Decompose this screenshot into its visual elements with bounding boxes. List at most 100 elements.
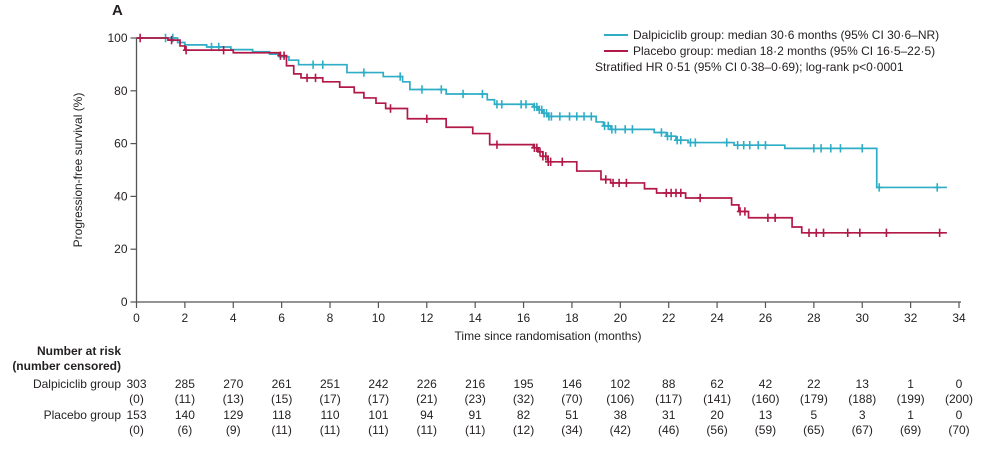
panel-label: A [112,2,123,19]
risk-value: 0 [955,377,963,391]
risk-value: 285 [174,377,195,391]
censored-value: (15) [270,392,293,406]
x-axis-title: Time since randomisation (months) [454,329,642,343]
censored-value: (11) [271,423,292,437]
censored-value: (32) [512,392,535,406]
stratified-hr-note: Stratified HR 0·51 (95% CI 0·38–0·69); l… [595,60,904,74]
censored-value: (69) [899,423,922,437]
censored-value: (67) [851,423,873,437]
censored-value: (141) [703,392,732,406]
risk-value: 22 [807,377,821,391]
censored-value: (59) [754,423,777,437]
y-tick-label: 20 [114,242,128,256]
risk-value: 13 [758,408,773,422]
placebo-line-swatch-icon [604,50,628,52]
censored-value: (17) [319,392,341,406]
curve-placebo [136,37,947,234]
axes [135,38,961,303]
y-tick-label: 0 [121,295,128,309]
risk-row-label-placebo: Placebo group [43,408,121,422]
risk-value: 0 [955,408,963,422]
censored-value: (70) [948,423,970,437]
risk-value: 110 [320,408,340,422]
censored-value: (106) [606,392,635,406]
risk-value: 261 [271,377,292,391]
risk-value: 38 [613,408,627,422]
legend-entry-label: Dalpiciclib group: median 30·6 months (9… [633,28,940,42]
censored-value: (23) [464,392,486,406]
risk-value: 251 [320,377,341,391]
legend-entry-dalpiciclib: Dalpiciclib group: median 30·6 months (9… [604,28,939,42]
censored-value: (11) [174,392,196,406]
y-tick-label: 60 [114,137,128,151]
risk-value: 195 [513,377,534,391]
x-tick-label: 12 [420,311,434,325]
risk-value: 101 [368,408,389,422]
risk-value: 51 [565,408,579,422]
risk-row-label-dalpiciclib: Dalpiciclib group [32,377,121,391]
x-tick-label: 22 [662,311,676,325]
legend-entry-label: Placebo group: median 18·2 months (95% C… [633,44,936,58]
censored-value: (46) [658,423,680,437]
x-tick-label: 8 [327,311,334,325]
risk-value: 20 [710,408,724,422]
risk-value: 140 [174,408,195,422]
x-tick-label: 32 [904,311,918,325]
censored-value: (34) [561,423,583,437]
x-tick-label: 2 [182,311,189,325]
censored-value: (13) [222,392,244,406]
risk-value: 270 [223,377,244,391]
curve-dalpiciclib [136,37,947,189]
censored-value: (117) [655,392,683,406]
censored-value: (56) [706,423,728,437]
risk-value: 94 [420,408,434,422]
x-tick-label: 6 [278,311,285,325]
risk-value: 31 [662,408,676,422]
y-tick-label: 40 [114,189,128,203]
censored-value: (70) [561,392,583,406]
risk-value: 153 [126,408,147,422]
censored-value: (11) [368,423,389,437]
x-tick-label: 18 [565,311,579,325]
x-tick-label: 30 [856,311,870,325]
legend-entry-placebo: Placebo group: median 18·2 months (95% C… [604,44,935,58]
censor-marks-placebo [136,33,943,238]
x-tick-label: 16 [517,311,531,325]
censored-value: (11) [464,423,486,437]
censored-value: (0) [129,392,144,406]
y-axis-title: Progression-free survival (%) [71,92,85,248]
risk-value: 1 [907,408,914,422]
risk-value: 13 [855,377,869,391]
risk-value: 226 [416,377,437,391]
risk-value: 91 [468,408,482,422]
censored-value: (17) [367,392,390,406]
censored-value: (11) [319,423,341,437]
x-tick-label: 14 [468,311,482,325]
censored-value: (160) [751,392,780,406]
risk-value: 129 [223,408,244,422]
censored-value: (179) [799,392,828,406]
censored-value: (6) [177,423,193,437]
censored-value: (199) [896,392,925,406]
risk-value: 3 [858,408,866,422]
risk-value: 82 [516,408,531,422]
risk-value: 42 [758,377,773,391]
censored-value: (188) [848,392,877,406]
risk-value: 102 [610,377,631,391]
x-tick-label: 28 [807,311,821,325]
y-tick-label: 100 [107,31,127,45]
risk-value: 62 [710,377,724,391]
x-tick-label: 20 [614,311,628,325]
risk-table-header: Number at risk [36,344,121,358]
censored-value: (11) [416,423,437,437]
censored-value: (200) [944,392,973,406]
risk-table-subheader: (number censored) [12,359,121,373]
x-tick-label: 10 [372,311,386,325]
x-tick-label: 26 [759,311,773,325]
censored-value: (0) [129,423,144,437]
risk-value: 216 [465,377,486,391]
risk-value: 88 [662,377,676,391]
survival-chart: 0 2 4 6 8 10 12 14 16 18 20 22 24 26 28 30 32 34020406080… [107,31,966,325]
censored-value: (42) [609,423,631,437]
x-tick-label: 4 [230,311,237,325]
